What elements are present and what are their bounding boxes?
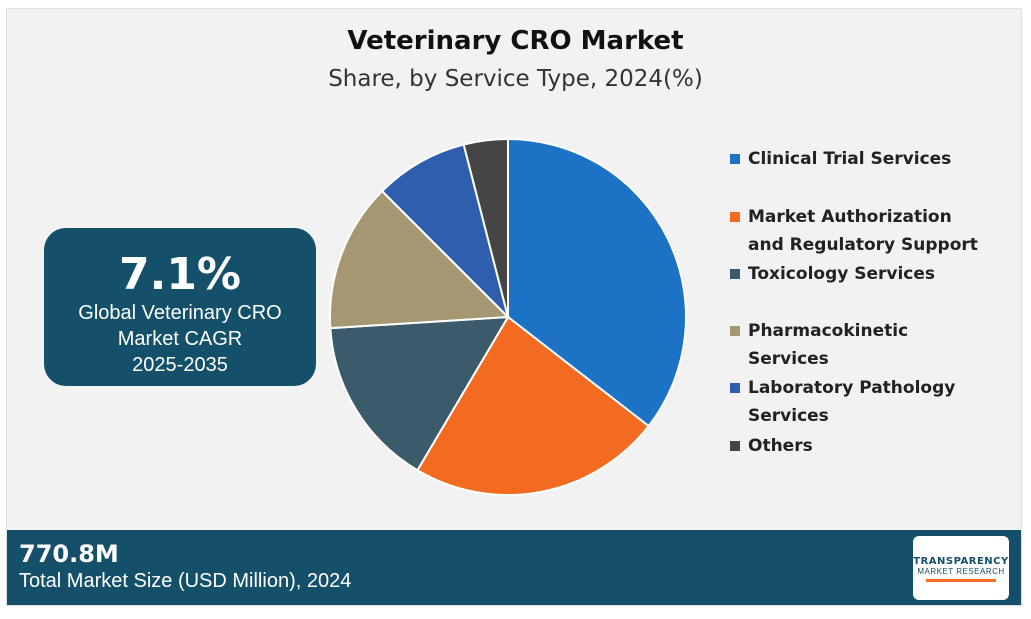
legend-item: Laboratory Pathology Services bbox=[730, 377, 993, 430]
footer-bar: 770.8M Total Market Size (USD Million), … bbox=[7, 530, 1021, 605]
legend-label: Toxicology Services bbox=[748, 264, 936, 284]
legend-swatch bbox=[730, 154, 740, 164]
legend-swatch bbox=[730, 441, 740, 451]
legend-label: Others bbox=[748, 436, 813, 456]
pie-slice-pharmacokinetic-services bbox=[328, 189, 511, 330]
pie-chart bbox=[328, 137, 687, 496]
market-size-value: 770.8M bbox=[19, 540, 119, 568]
cagr-label: Global Veterinary CRO Market CAGR bbox=[78, 302, 282, 350]
legend-label: Laboratory Pathology Services bbox=[748, 378, 956, 426]
company-logo: TRANSPARENCY MARKET RESEARCH bbox=[913, 536, 1009, 600]
chart-title: Veterinary CRO Market bbox=[347, 26, 684, 56]
logo-accent-bar bbox=[926, 579, 996, 582]
cagr-value: 7.1% bbox=[118, 249, 242, 300]
logo-text-line1: TRANSPARENCY bbox=[913, 556, 1009, 567]
legend-label: Market Authorization and Regulatory Supp… bbox=[748, 207, 978, 255]
pie-slices bbox=[328, 137, 687, 496]
legend-item: Market Authorization and Regulatory Supp… bbox=[730, 206, 993, 259]
pie-slice-laboratory-pathology-services bbox=[380, 143, 510, 321]
market-size-label: Total Market Size (USD Million), 2024 bbox=[19, 570, 352, 592]
pie-slice-clinical-trial-services bbox=[507, 137, 687, 428]
legend-label: Pharmacokinetic Services bbox=[748, 321, 909, 369]
logo-text-line2: MARKET RESEARCH bbox=[917, 567, 1005, 576]
pie-slice-toxicology-services bbox=[329, 315, 510, 472]
legend-label: Clinical Trial Services bbox=[748, 149, 952, 169]
cagr-callout: 7.1% Global Veterinary CRO Market CAGR 2… bbox=[44, 228, 316, 386]
legend-swatch bbox=[730, 326, 740, 336]
legend-swatch bbox=[730, 269, 740, 279]
legend-item: Clinical Trial Services bbox=[730, 148, 993, 173]
chart-subtitle: Share, by Service Type, 2024(%) bbox=[328, 66, 703, 92]
pie-slice-others bbox=[462, 137, 509, 318]
legend-item: Toxicology Services bbox=[730, 263, 993, 288]
pie-slice-market-authorization-and-regulatory-support bbox=[416, 315, 651, 496]
legend-swatch bbox=[730, 212, 740, 222]
legend-item: Pharmacokinetic Services bbox=[730, 320, 993, 373]
legend-item: Others bbox=[730, 435, 993, 460]
cagr-years: 2025-2035 bbox=[132, 354, 228, 376]
legend-swatch bbox=[730, 383, 740, 393]
